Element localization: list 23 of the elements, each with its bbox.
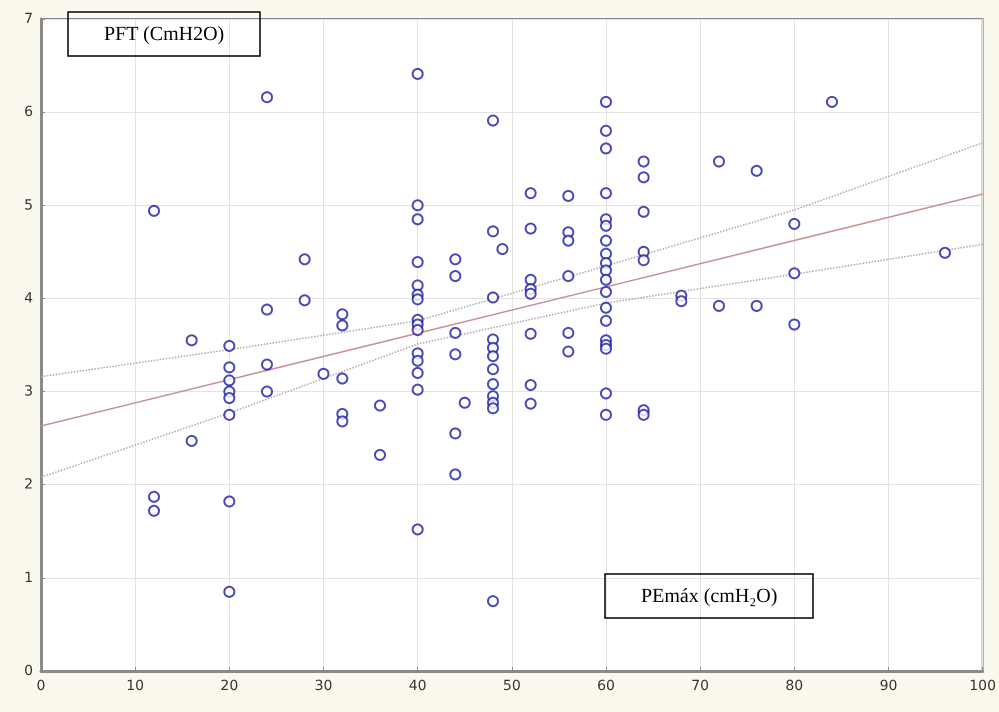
x-tick-label: 100 xyxy=(969,678,996,694)
x-axis-title: PEmáx (cmH₂O) xyxy=(641,585,778,607)
y-tick-label: 1 xyxy=(24,570,33,586)
x-tick-label: 20 xyxy=(220,678,238,694)
x-tick-label: 0 xyxy=(36,678,46,694)
y-tick-label: 3 xyxy=(24,384,33,400)
x-tick-label: 10 xyxy=(126,678,144,694)
x-tick-label: 30 xyxy=(314,678,332,694)
x-tick-label: 90 xyxy=(880,678,898,694)
y-tick-label: 7 xyxy=(24,11,33,27)
y-tick-label: 2 xyxy=(24,476,33,493)
y-tick-label: 6 xyxy=(24,104,34,120)
x-tick-label: 50 xyxy=(502,678,521,694)
x-tick-label: 80 xyxy=(785,678,804,694)
y-tick-label: 0 xyxy=(24,663,33,679)
x-tick-label: 40 xyxy=(408,678,427,694)
y-axis-title: PFT (CmH2O) xyxy=(104,23,224,45)
y-tick-label: 5 xyxy=(24,197,33,214)
line-series xyxy=(40,142,984,378)
x-tick-label: 60 xyxy=(597,678,615,694)
y-tick-label: 4 xyxy=(24,290,34,306)
x-tick-label: 70 xyxy=(691,678,710,694)
line-series xyxy=(40,244,984,478)
